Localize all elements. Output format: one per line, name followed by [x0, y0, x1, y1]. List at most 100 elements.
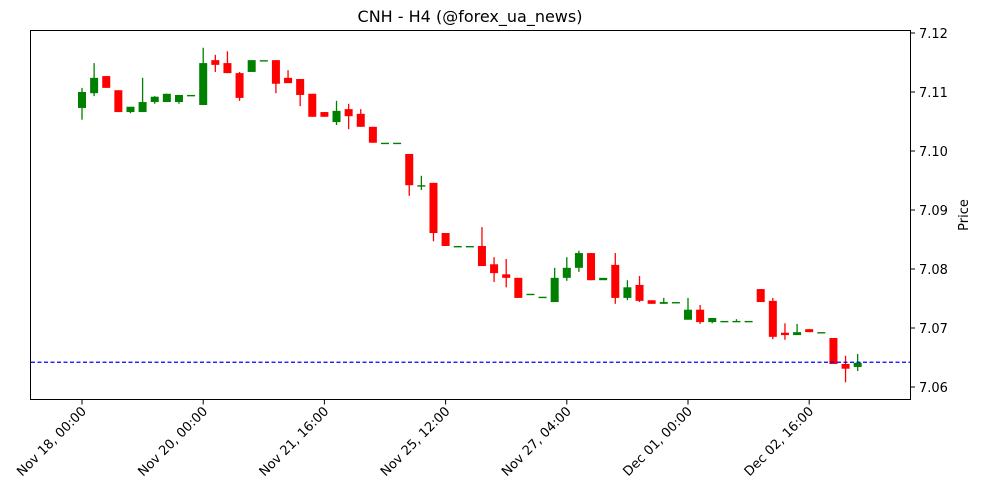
- candle: [453, 245, 462, 248]
- candle-body: [344, 109, 353, 117]
- candle: [732, 319, 741, 323]
- candle: [344, 103, 353, 130]
- candle-body: [223, 63, 232, 74]
- y-axis-label: Price: [957, 199, 972, 231]
- candle-body: [126, 106, 135, 113]
- candle-body: [429, 182, 438, 234]
- candle-body: [259, 60, 268, 62]
- candle: [647, 300, 656, 304]
- candle-body: [732, 320, 741, 323]
- candle: [271, 60, 280, 94]
- candle-body: [611, 264, 620, 298]
- candle-body: [393, 142, 402, 145]
- candle: [211, 54, 220, 72]
- candle: [393, 142, 402, 145]
- candle-body: [441, 233, 450, 246]
- candle-body: [514, 277, 523, 298]
- candle: [780, 323, 789, 340]
- candle-body: [599, 277, 608, 281]
- candle-body: [853, 362, 862, 367]
- candle-body: [647, 300, 656, 304]
- candle-body: [138, 102, 147, 113]
- candle: [187, 94, 196, 97]
- candle-body: [417, 185, 426, 187]
- candle-body: [247, 60, 256, 72]
- candle-body: [211, 60, 220, 65]
- candle-body: [332, 110, 341, 123]
- candle-body: [187, 94, 196, 97]
- candle: [368, 126, 377, 143]
- candle-body: [102, 76, 111, 88]
- candle: [768, 297, 777, 340]
- candle-body: [768, 300, 777, 337]
- candle: [235, 71, 244, 101]
- candle: [150, 96, 159, 104]
- candle: [102, 76, 111, 88]
- candle: [684, 297, 692, 320]
- y-tick-label: 7.12: [919, 27, 948, 42]
- candle-body: [78, 92, 86, 108]
- candle: [756, 289, 765, 303]
- candle: [514, 277, 523, 298]
- candle: [829, 338, 838, 364]
- candle: [574, 250, 583, 272]
- candle-body: [684, 309, 692, 320]
- candle: [199, 47, 208, 105]
- candle-body: [841, 363, 850, 369]
- candle: [223, 51, 232, 74]
- y-tick-label: 7.06: [919, 381, 948, 396]
- candle: [259, 60, 268, 62]
- candle: [841, 355, 850, 383]
- candle: [90, 63, 99, 97]
- candle-body: [780, 332, 789, 336]
- candle: [247, 60, 256, 72]
- candle-body: [284, 77, 293, 84]
- candle: [538, 296, 547, 299]
- candle: [744, 320, 753, 323]
- candle-body: [805, 329, 814, 333]
- candle-body: [720, 320, 729, 323]
- candle: [526, 293, 535, 296]
- candle: [441, 233, 450, 246]
- y-tick-label: 7.11: [919, 86, 948, 101]
- candle-body: [477, 245, 486, 267]
- candles-layer: [78, 47, 862, 383]
- candle-body: [623, 287, 632, 298]
- candle: [817, 332, 826, 334]
- candle: [502, 258, 511, 288]
- candle-body: [635, 284, 644, 301]
- candle: [599, 277, 608, 281]
- candle-body: [90, 77, 99, 94]
- y-tick-label: 7.10: [919, 145, 948, 160]
- candle-body: [744, 320, 753, 323]
- candle: [162, 93, 171, 103]
- chart-title: CNH - H4 (@forex_ua_news): [358, 7, 583, 27]
- candle: [320, 112, 329, 117]
- candle-body: [199, 63, 208, 105]
- candle: [708, 317, 717, 324]
- candle: [405, 153, 414, 196]
- candle-body: [235, 73, 244, 98]
- candle: [623, 280, 632, 301]
- candle: [78, 87, 86, 120]
- candle-body: [405, 153, 414, 186]
- candle-body: [550, 277, 559, 303]
- candle: [284, 70, 293, 84]
- candle: [332, 100, 341, 126]
- candle-body: [562, 267, 571, 278]
- candle: [138, 77, 147, 113]
- candle-body: [490, 264, 499, 274]
- candle-body: [756, 289, 765, 303]
- y-tick-label: 7.08: [919, 263, 948, 278]
- y-tick-label: 7.09: [919, 204, 948, 219]
- candle-body: [526, 293, 535, 296]
- candle-body: [296, 79, 305, 95]
- candle: [477, 227, 486, 267]
- y-tick-label: 7.07: [919, 322, 948, 337]
- candle-body: [696, 309, 705, 323]
- candle-body: [502, 274, 511, 278]
- candle-body: [150, 96, 159, 103]
- candle-body: [829, 338, 838, 364]
